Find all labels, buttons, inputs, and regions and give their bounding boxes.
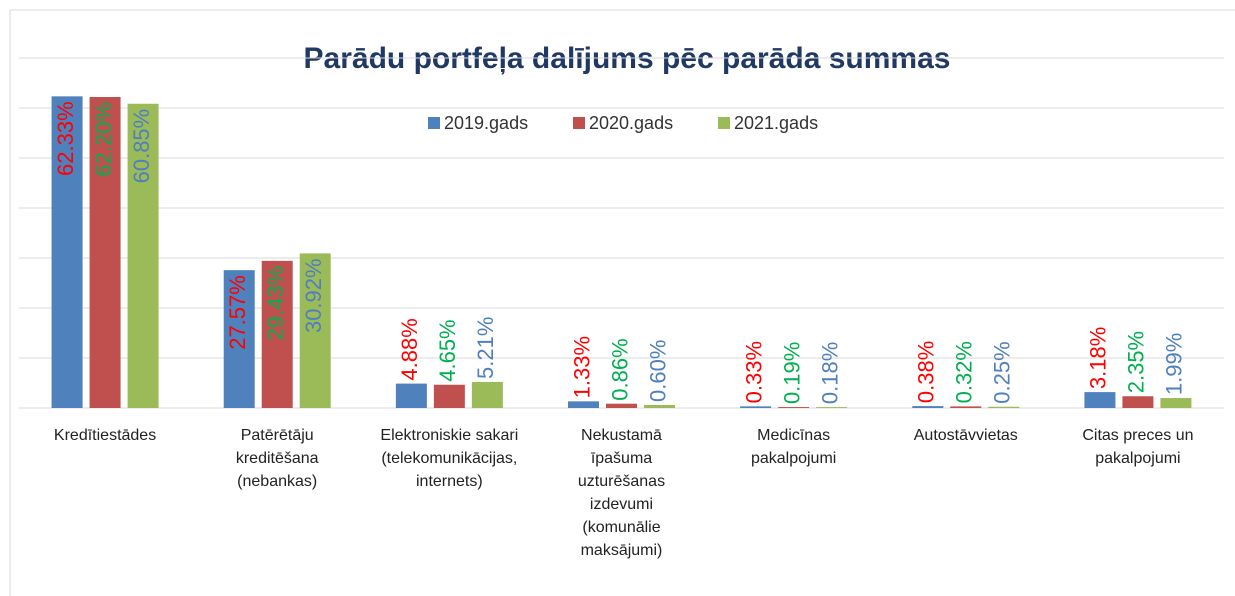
x-tick-label: Elektroniskie sakari (telekomunikācijas,… bbox=[380, 427, 519, 490]
bar bbox=[433, 384, 465, 408]
bar bbox=[644, 405, 675, 408]
bar bbox=[912, 406, 944, 408]
bar bbox=[950, 406, 982, 408]
value-label: 0.33% bbox=[741, 341, 766, 403]
bar bbox=[395, 383, 427, 408]
bar bbox=[299, 253, 331, 408]
value-label: 4.65% bbox=[435, 319, 460, 381]
bar bbox=[1122, 396, 1154, 408]
legend-swatch bbox=[718, 117, 730, 129]
bar bbox=[223, 270, 255, 408]
x-tick-label: Autostāvvietas bbox=[913, 427, 1018, 444]
value-label: 4.88% bbox=[397, 318, 422, 380]
bar bbox=[261, 260, 293, 408]
value-label: 0.86% bbox=[607, 338, 632, 400]
value-label: 27.57% bbox=[225, 275, 250, 350]
value-label: 1.33% bbox=[569, 336, 594, 398]
value-label: 0.38% bbox=[914, 341, 939, 403]
bar bbox=[127, 103, 159, 408]
value-label: 30.92% bbox=[301, 258, 326, 333]
value-label: 0.19% bbox=[779, 342, 804, 404]
value-label: 0.25% bbox=[990, 341, 1015, 403]
legend-swatch bbox=[573, 117, 585, 129]
value-label: 5.21% bbox=[473, 317, 498, 379]
value-label: 0.18% bbox=[817, 342, 842, 404]
legend-label: 2021.gads bbox=[734, 113, 818, 133]
value-label: 62.20% bbox=[91, 102, 116, 177]
x-tick-label: Nekustamā īpašuma uzturēšanas izdevumi (… bbox=[577, 427, 666, 559]
bar bbox=[988, 406, 1020, 408]
value-label: 2.35% bbox=[1124, 331, 1149, 393]
value-label: 3.18% bbox=[1086, 327, 1111, 389]
legend-swatch bbox=[428, 117, 440, 129]
legend-label: 2019.gads bbox=[444, 113, 528, 133]
value-label: 29.43% bbox=[263, 266, 288, 341]
x-tick-label: Patērētāju kreditēšana (nebankas) bbox=[235, 427, 319, 490]
value-label: 60.85% bbox=[129, 109, 154, 184]
bar bbox=[1160, 398, 1192, 408]
bar bbox=[471, 381, 503, 408]
x-tick-label: Kredītiestādes bbox=[53, 427, 157, 444]
bar bbox=[606, 403, 637, 408]
value-label: 62.33% bbox=[53, 101, 78, 176]
x-tick-label: Citas preces un pakalpojumi bbox=[1082, 427, 1194, 467]
bar bbox=[568, 401, 599, 408]
value-label: 0.32% bbox=[952, 341, 977, 403]
bar bbox=[740, 406, 772, 408]
bar bbox=[51, 96, 83, 408]
value-label: 1.99% bbox=[1162, 333, 1187, 395]
bar bbox=[89, 97, 121, 408]
bar bbox=[1084, 392, 1116, 408]
bar bbox=[816, 407, 848, 408]
legend-label: 2020.gads bbox=[589, 113, 673, 133]
x-tick-label: Medicīnas pakalpojumi bbox=[750, 427, 837, 467]
bar bbox=[778, 407, 810, 408]
value-label: 0.60% bbox=[645, 340, 670, 402]
